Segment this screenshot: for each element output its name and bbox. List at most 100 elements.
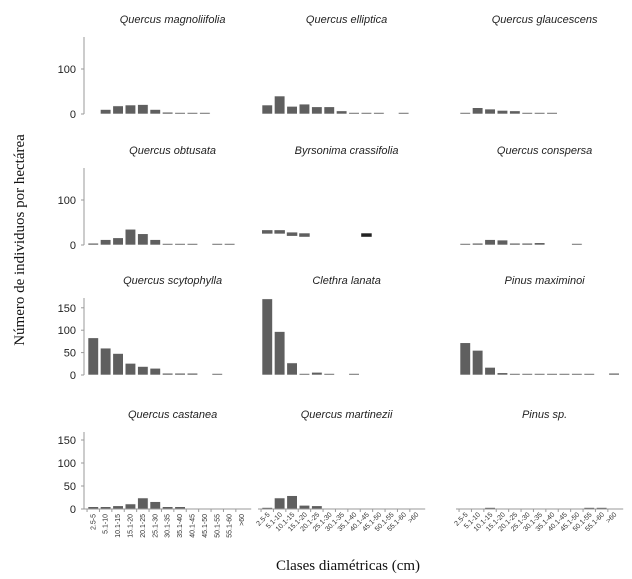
panel-quercus-conspersa: Quercus conspersa	[459, 145, 592, 246]
bar	[262, 230, 273, 234]
bar	[298, 373, 311, 376]
bar	[484, 367, 496, 376]
panel-title: Quercus magnoliifolia	[120, 14, 226, 26]
bar	[199, 112, 211, 115]
bar	[211, 243, 223, 246]
bar	[484, 239, 496, 246]
x-tick-label: 50.1-55	[214, 514, 221, 538]
bar	[336, 110, 348, 115]
y-tick-label: 50	[64, 481, 76, 493]
bar	[472, 242, 484, 246]
bar	[311, 372, 323, 376]
panel-title: Clethra lanata	[312, 275, 381, 287]
panel-title: Quercus obtusata	[129, 145, 216, 157]
x-tick-label: >60	[239, 514, 246, 526]
x-tick-label: 30.1-35	[165, 514, 172, 538]
x-tick-label: >60	[605, 511, 618, 524]
y-axis-title: Número de individuos por hectárea	[12, 134, 28, 346]
x-tick-label: 35.1-40	[177, 514, 184, 538]
panel-quercus-obtusata: Quercus obtusata 0 100	[58, 145, 236, 252]
x-axis-title: Clases diamétricas (cm)	[276, 558, 420, 574]
panel-quercus-castanea: Quercus castanea 0 50 100 150 2.5-5 5.1-10 10.1…	[58, 409, 252, 538]
x-tick-label: 2.5-5	[90, 514, 97, 530]
bar	[459, 342, 471, 376]
bar	[496, 110, 509, 115]
y-tick-label: 50	[64, 348, 76, 360]
bar	[509, 110, 521, 115]
bar	[274, 331, 286, 376]
bar	[149, 501, 161, 510]
bar	[286, 362, 298, 376]
bar	[534, 373, 546, 376]
panel-title: Quercus elliptica	[306, 14, 387, 26]
bar	[459, 112, 471, 115]
bar	[311, 106, 323, 115]
bar	[174, 112, 186, 115]
bar	[274, 230, 285, 234]
bar	[521, 112, 533, 115]
bar	[472, 107, 484, 115]
bar	[112, 237, 124, 246]
bar	[137, 497, 149, 510]
bar	[534, 112, 546, 115]
y-tick-label: 0	[70, 109, 76, 121]
panel-pinus-maximinoi: Pinus maximinoi	[459, 275, 620, 376]
bar	[112, 353, 124, 376]
bar	[137, 104, 149, 115]
bar	[398, 112, 410, 115]
bar	[286, 232, 298, 236]
x-tick-label: 20.1-25	[140, 514, 147, 538]
bar	[149, 239, 161, 246]
panels-group: Quercus magnoliifolia 0 100 Quercus ellipti…	[58, 14, 624, 538]
bar	[571, 243, 583, 246]
panel-title: Quercus glaucescens	[492, 14, 598, 26]
x-tick-label: 40.1-45	[189, 514, 196, 538]
bar	[112, 105, 124, 115]
bar	[361, 233, 372, 237]
y-tick-label: 0	[70, 370, 76, 382]
bar	[137, 233, 149, 246]
y-tick-label: 100	[58, 458, 76, 470]
bar	[546, 112, 558, 115]
y-tick-label: 100	[58, 325, 76, 337]
bar	[459, 243, 471, 246]
bar	[509, 242, 521, 246]
bar	[224, 243, 236, 246]
bar	[100, 239, 112, 246]
y-tick-label: 100	[58, 195, 76, 207]
bar	[323, 106, 335, 115]
bar	[174, 243, 186, 246]
bar	[546, 373, 558, 376]
x-tick-label: >60	[407, 511, 420, 524]
bar	[124, 363, 136, 376]
x-tick-label: 15.1-20	[127, 514, 134, 538]
panel-pinus-sp: Pinus sp.2.5-55.1-1010.1-1515.1-2020.1-2…	[453, 409, 624, 533]
bar	[323, 373, 335, 376]
bar	[583, 373, 595, 376]
bar	[472, 350, 484, 376]
bar	[298, 505, 311, 510]
panel-quercus-martinezii: Quercus martinezii2.5-55.1-1010.1-1515.1…	[255, 409, 426, 533]
bar	[496, 372, 509, 376]
bar	[373, 112, 385, 115]
bar	[261, 104, 273, 115]
bar	[534, 242, 546, 246]
panel-quercus-magnoliifolia: Quercus magnoliifolia 0 100	[58, 14, 226, 121]
bar	[162, 372, 174, 376]
y-tick-label: 0	[70, 504, 76, 516]
panel-title: Byrsonima crassifolia	[295, 145, 399, 157]
panel-quercus-scytophylla: Quercus scytophylla 0 50 100 150	[58, 275, 223, 382]
panel-byrsonima-crassifolia: Byrsonima crassifolia	[262, 145, 399, 237]
y-tick-label: 0	[70, 240, 76, 252]
x-tick-label: 45.1-50	[202, 514, 209, 538]
panel-clethra-lanata: Clethra lanata	[261, 275, 381, 376]
panel-title: Quercus conspersa	[497, 145, 592, 157]
panel-quercus-glaucescens: Quercus glaucescens	[459, 14, 598, 115]
bar	[558, 373, 571, 376]
bar	[87, 242, 99, 246]
bar	[299, 233, 310, 237]
bar	[509, 373, 521, 376]
bar	[137, 366, 149, 376]
bar	[286, 106, 298, 115]
bar	[496, 239, 509, 246]
